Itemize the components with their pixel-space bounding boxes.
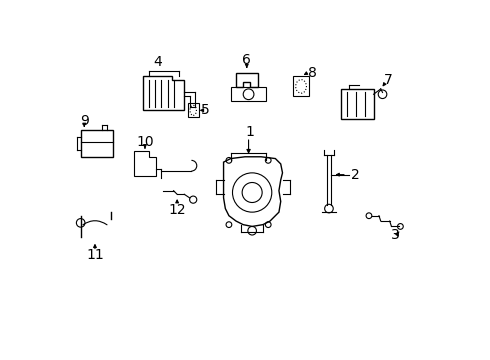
Text: 10: 10 xyxy=(136,135,154,149)
Text: 8: 8 xyxy=(308,66,318,80)
Text: 1: 1 xyxy=(246,125,255,139)
Text: 6: 6 xyxy=(243,53,251,67)
Text: 2: 2 xyxy=(351,168,360,182)
Text: 12: 12 xyxy=(169,203,186,217)
Text: 4: 4 xyxy=(153,55,162,69)
Text: 7: 7 xyxy=(384,73,392,87)
Text: 9: 9 xyxy=(80,114,89,128)
Text: 5: 5 xyxy=(201,103,210,117)
Text: 11: 11 xyxy=(86,248,104,262)
Text: 3: 3 xyxy=(391,228,399,242)
